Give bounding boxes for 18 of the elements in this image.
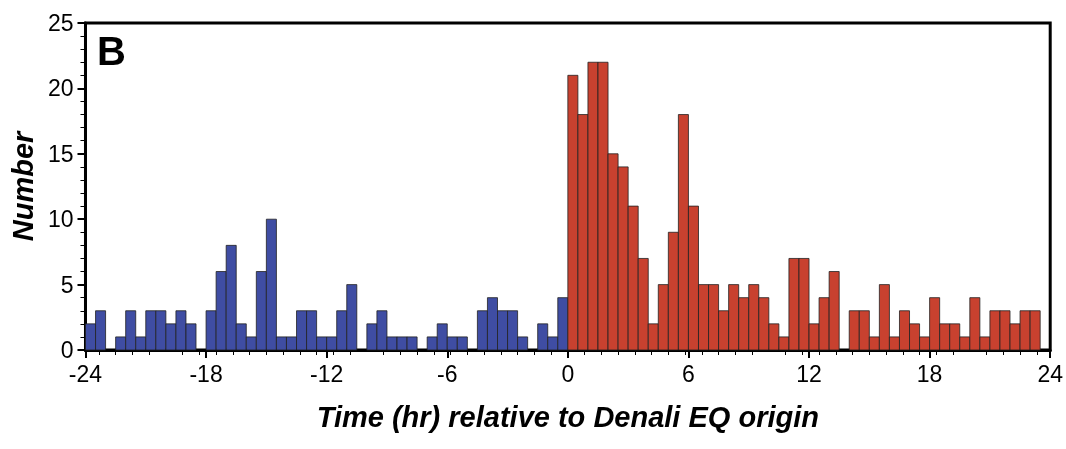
y-tick-label: 15	[47, 140, 74, 167]
x-tick-label: 18	[916, 360, 943, 387]
y-axis-title: Number	[6, 130, 39, 242]
x-tick-label: -18	[189, 360, 223, 387]
y-tick-label: 20	[47, 75, 74, 102]
x-tick-label: -12	[310, 360, 344, 387]
x-tick-label: 24	[1037, 360, 1064, 387]
x-axis-title: Time (hr) relative to Denali EQ origin	[316, 400, 819, 433]
x-tick-label: 6	[682, 360, 695, 387]
x-tick-label: 12	[796, 360, 822, 387]
y-tick-label: 5	[60, 271, 74, 298]
y-tick-label: 25	[47, 10, 74, 36]
chart-title: B	[97, 29, 126, 73]
y-tick-label: 0	[60, 337, 74, 363]
x-tick-label: -24	[68, 360, 103, 387]
x-tick-label: -6	[437, 360, 458, 387]
x-tick-label: 0	[561, 360, 575, 387]
y-tick-label: 10	[47, 206, 74, 233]
